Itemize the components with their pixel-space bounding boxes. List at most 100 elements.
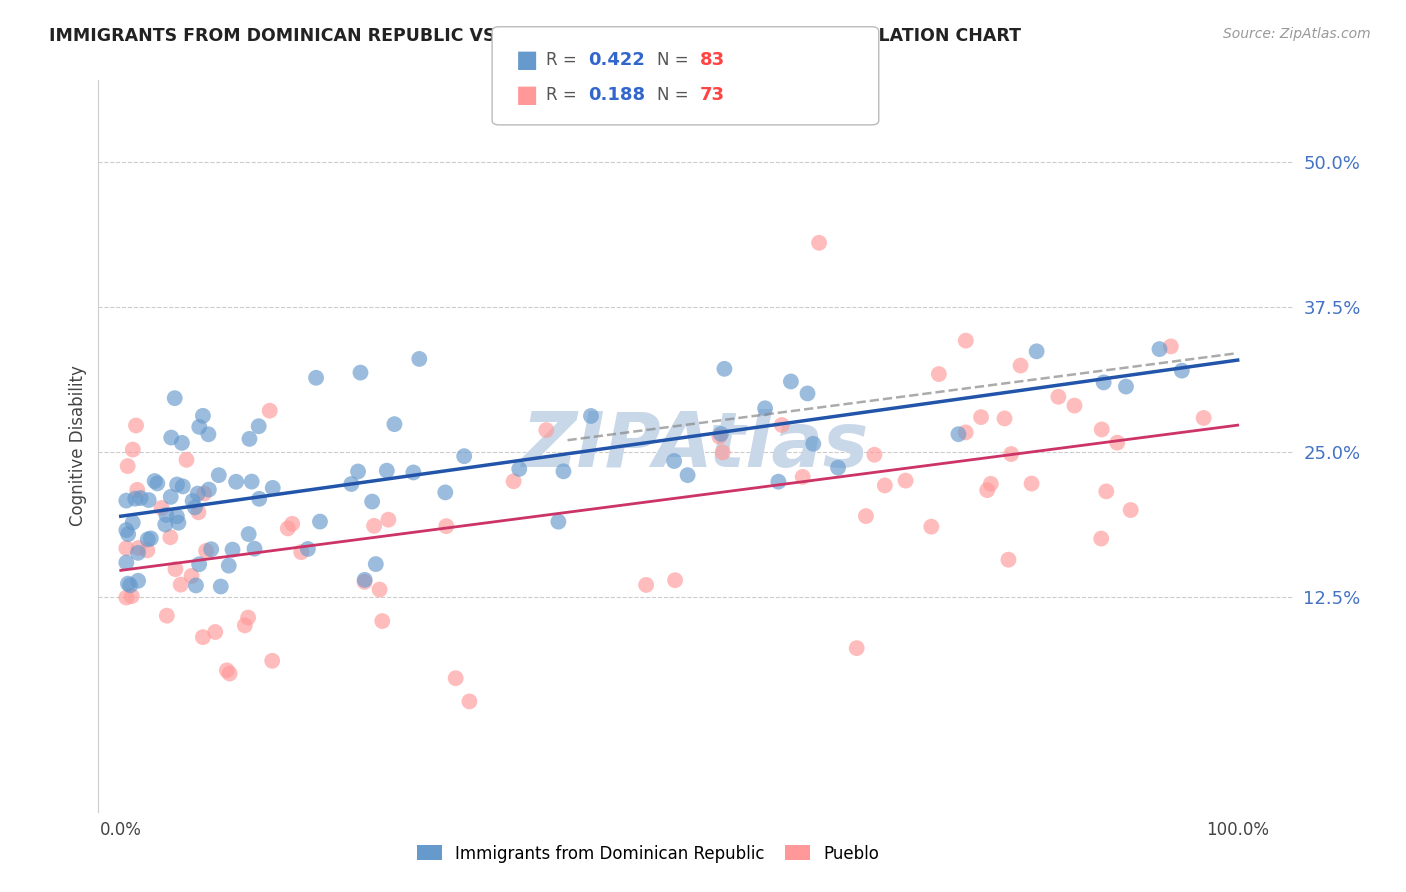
Point [204,625,226,640]
Point [225,475,247,489]
Point [553,464,575,478]
Point [240,475,263,489]
Point [180,569,202,583]
Point [169,577,191,591]
Point [233,618,256,632]
Point [1090,532,1112,546]
Point [970,410,993,425]
Point [827,460,849,475]
Point [297,541,319,556]
Point [453,449,475,463]
Y-axis label: Cognitive Disability: Cognitive Disability [69,366,87,526]
Point [259,403,281,417]
Point [920,519,942,533]
Point [1091,422,1114,436]
Point [238,527,260,541]
Point [384,417,406,432]
Point [281,516,304,531]
Point [1092,376,1115,390]
Text: Source: ZipAtlas.com: Source: ZipAtlas.com [1223,27,1371,41]
Point [1021,476,1043,491]
Point [709,430,731,444]
Text: 83: 83 [700,51,725,69]
Point [1160,339,1182,353]
Point [796,386,818,401]
Point [129,491,152,505]
Point [353,574,375,589]
Point [305,371,328,385]
Point [243,541,266,556]
Point [855,509,877,524]
Point [1000,447,1022,461]
Point [155,508,177,522]
Point [159,530,181,544]
Point [247,419,270,434]
Text: N =: N = [657,51,693,69]
Point [364,557,387,571]
Point [444,671,467,685]
Text: ■: ■ [516,84,538,107]
Point [894,474,917,488]
Point [127,574,149,588]
Point [238,432,260,446]
Point [191,409,214,423]
Text: R =: R = [546,51,582,69]
Point [181,494,204,508]
Point [845,641,868,656]
Point [188,420,211,434]
Point [371,614,394,628]
Point [340,477,363,491]
Point [873,478,896,492]
Point [127,483,149,497]
Text: R =: R = [546,87,582,104]
Point [262,481,284,495]
Point [349,366,371,380]
Point [165,562,187,576]
Point [770,417,793,432]
Point [121,589,143,603]
Point [117,527,139,541]
Point [163,391,186,405]
Point [1010,359,1032,373]
Point [160,431,183,445]
Point [195,544,218,558]
Point [176,452,198,467]
Point [980,476,1002,491]
Point [408,351,430,366]
Point [754,401,776,416]
Point [363,519,385,533]
Point [368,582,391,597]
Point [792,470,814,484]
Point [1149,342,1171,356]
Point [191,630,214,644]
Point [166,509,188,524]
Point [361,494,384,508]
Point [808,235,831,250]
Point [290,545,312,559]
Point [115,556,138,570]
Text: ZIPAtlas: ZIPAtlas [522,409,870,483]
Point [188,558,211,572]
Point [780,375,803,389]
Point [155,517,177,532]
Point [167,516,190,530]
Point [121,516,143,530]
Point [262,654,284,668]
Point [801,437,824,451]
Point [955,425,977,440]
Point [508,462,530,476]
Text: 73: 73 [700,87,725,104]
Point [193,486,215,500]
Point [502,475,524,489]
Point [976,483,998,498]
Point [955,334,977,348]
Point [402,466,425,480]
Point [1063,399,1085,413]
Point [115,493,138,508]
Point [187,486,209,500]
Point [948,427,970,442]
Point [209,580,232,594]
Point [662,454,685,468]
Point [120,578,142,592]
Point [117,576,139,591]
